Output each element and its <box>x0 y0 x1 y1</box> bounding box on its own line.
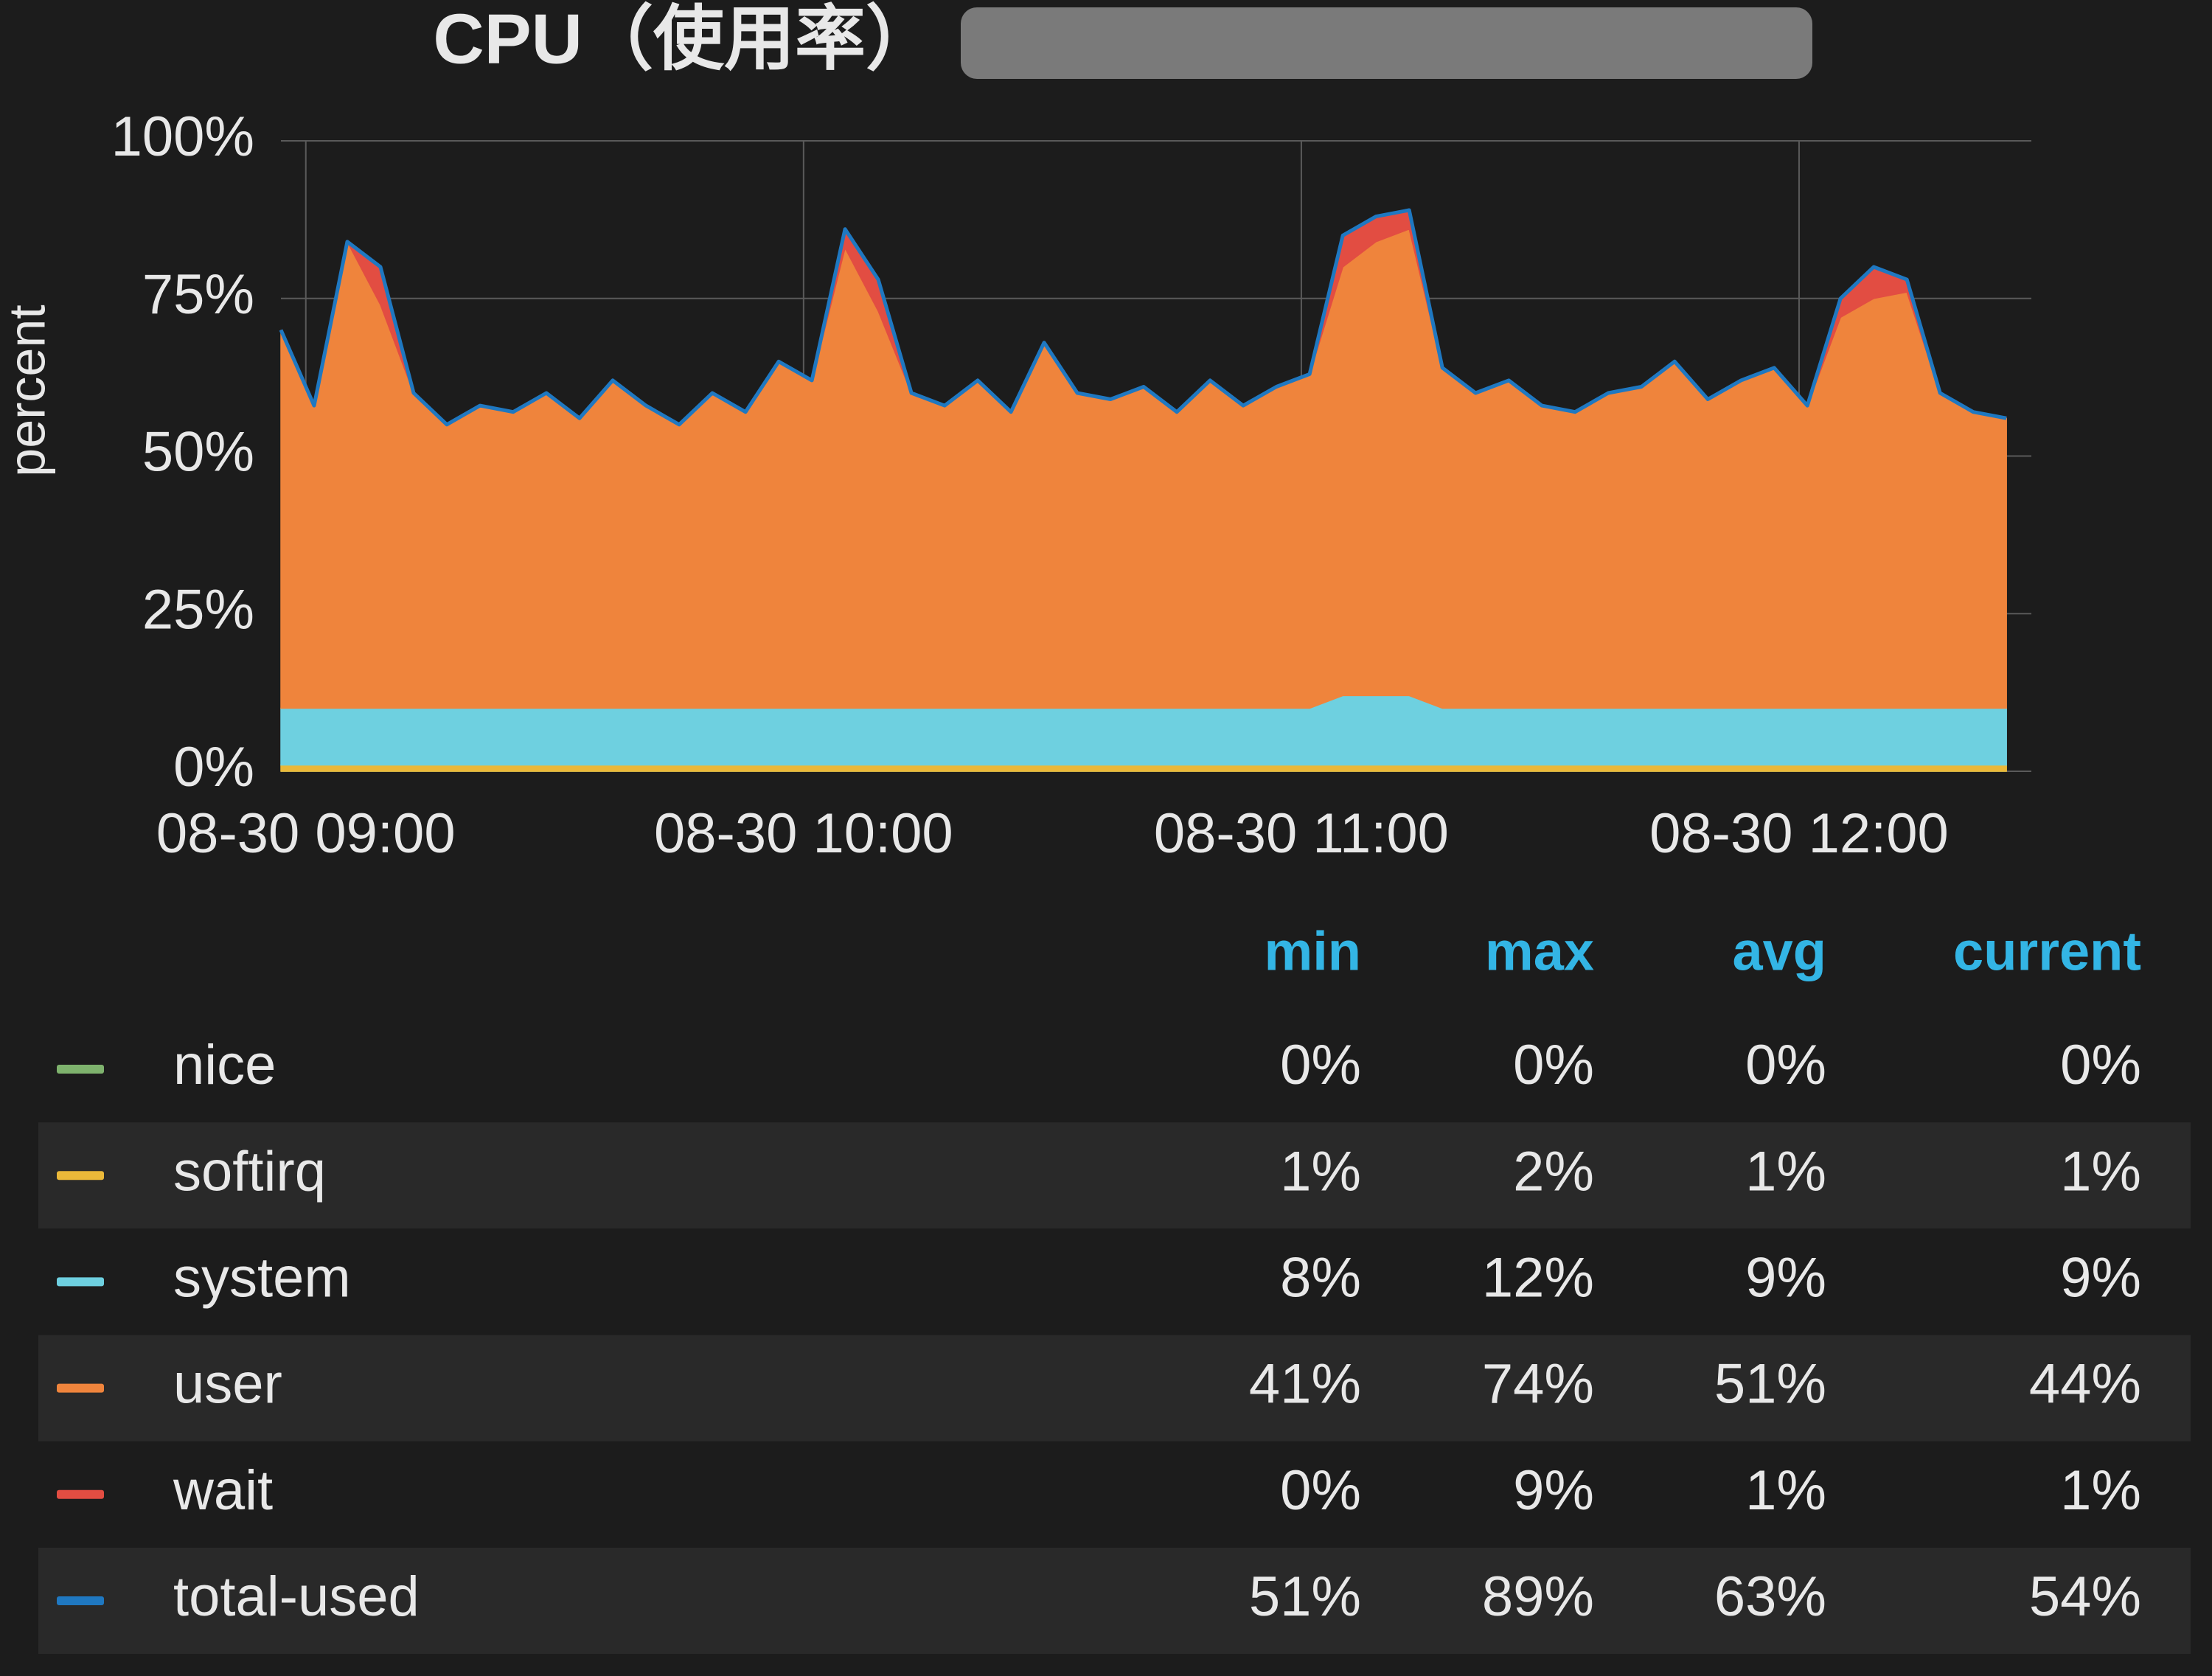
y-tick-label: 100% <box>111 105 254 168</box>
area-series <box>280 764 2007 772</box>
y-tick-label: 75% <box>142 263 254 326</box>
legend-stat: 1% <box>1745 1140 1826 1203</box>
legend-stat: 89% <box>1482 1565 1594 1628</box>
line-series <box>279 208 2007 427</box>
x-tick-label: 08-30 12:00 <box>1649 802 1949 865</box>
legend-column-header: min <box>1264 921 1361 982</box>
y-axis-label: percent <box>0 305 55 476</box>
legend-row-stripe <box>38 1335 2191 1442</box>
legend-stat: 74% <box>1482 1353 1594 1416</box>
legend-stat: 12% <box>1482 1246 1594 1309</box>
x-tick-label: 08-30 11:00 <box>1154 802 1449 865</box>
legend-stat: 1% <box>1745 1459 1826 1522</box>
legend-swatch <box>57 1489 104 1499</box>
legend-series-name: total-used <box>173 1565 420 1628</box>
legend-stat: 2% <box>1513 1140 1594 1203</box>
legend-stat: 0% <box>1280 1034 1361 1096</box>
legend-stat: 0% <box>2060 1034 2141 1096</box>
x-tick-label: 08-30 09:00 <box>156 802 456 865</box>
legend-stat: 41% <box>1249 1353 1361 1416</box>
y-tick-label: 0% <box>173 736 254 799</box>
legend-series-name: wait <box>173 1459 273 1522</box>
legend-series-name: system <box>173 1246 351 1309</box>
legend-stat: 8% <box>1280 1246 1361 1309</box>
legend-stat: 0% <box>1513 1034 1594 1096</box>
legend-stat: 44% <box>2029 1353 2141 1416</box>
legend-row-stripe <box>38 1548 2191 1654</box>
legend-stat: 0% <box>1280 1459 1361 1522</box>
y-tick-label: 25% <box>142 578 254 641</box>
legend-stat: 51% <box>1714 1353 1826 1416</box>
legend-series-name: nice <box>173 1034 276 1096</box>
legend-stat: 54% <box>2029 1565 2141 1628</box>
legend-row-stripe <box>38 1122 2191 1229</box>
legend-stat: 9% <box>1745 1246 1826 1309</box>
legend-stat: 0% <box>1745 1034 1826 1096</box>
legend-stat: 1% <box>2060 1459 2141 1522</box>
legend-swatch <box>57 1596 104 1605</box>
legend-column-header: avg <box>1732 921 1826 982</box>
legend-swatch <box>57 1277 104 1287</box>
redacted-block <box>961 7 1812 79</box>
legend-stat: 9% <box>2060 1246 2141 1309</box>
legend-swatch <box>57 1383 104 1393</box>
legend-series-name: user <box>173 1353 282 1416</box>
legend-stat: 1% <box>2060 1140 2141 1203</box>
legend-stat: 1% <box>1280 1140 1361 1203</box>
legend-swatch <box>57 1065 104 1074</box>
legend-series-name: softirq <box>173 1140 326 1203</box>
x-tick-label: 08-30 10:00 <box>654 802 953 865</box>
panel-title: CPU（使用率） <box>433 0 936 78</box>
legend-column-header: max <box>1485 921 1594 982</box>
legend-stat: 9% <box>1513 1459 1594 1522</box>
legend-swatch <box>57 1171 104 1180</box>
legend-column-header: current <box>1953 921 2141 982</box>
legend-stat: 63% <box>1714 1565 1826 1628</box>
y-tick-label: 50% <box>142 421 254 484</box>
legend-stat: 51% <box>1249 1565 1361 1628</box>
